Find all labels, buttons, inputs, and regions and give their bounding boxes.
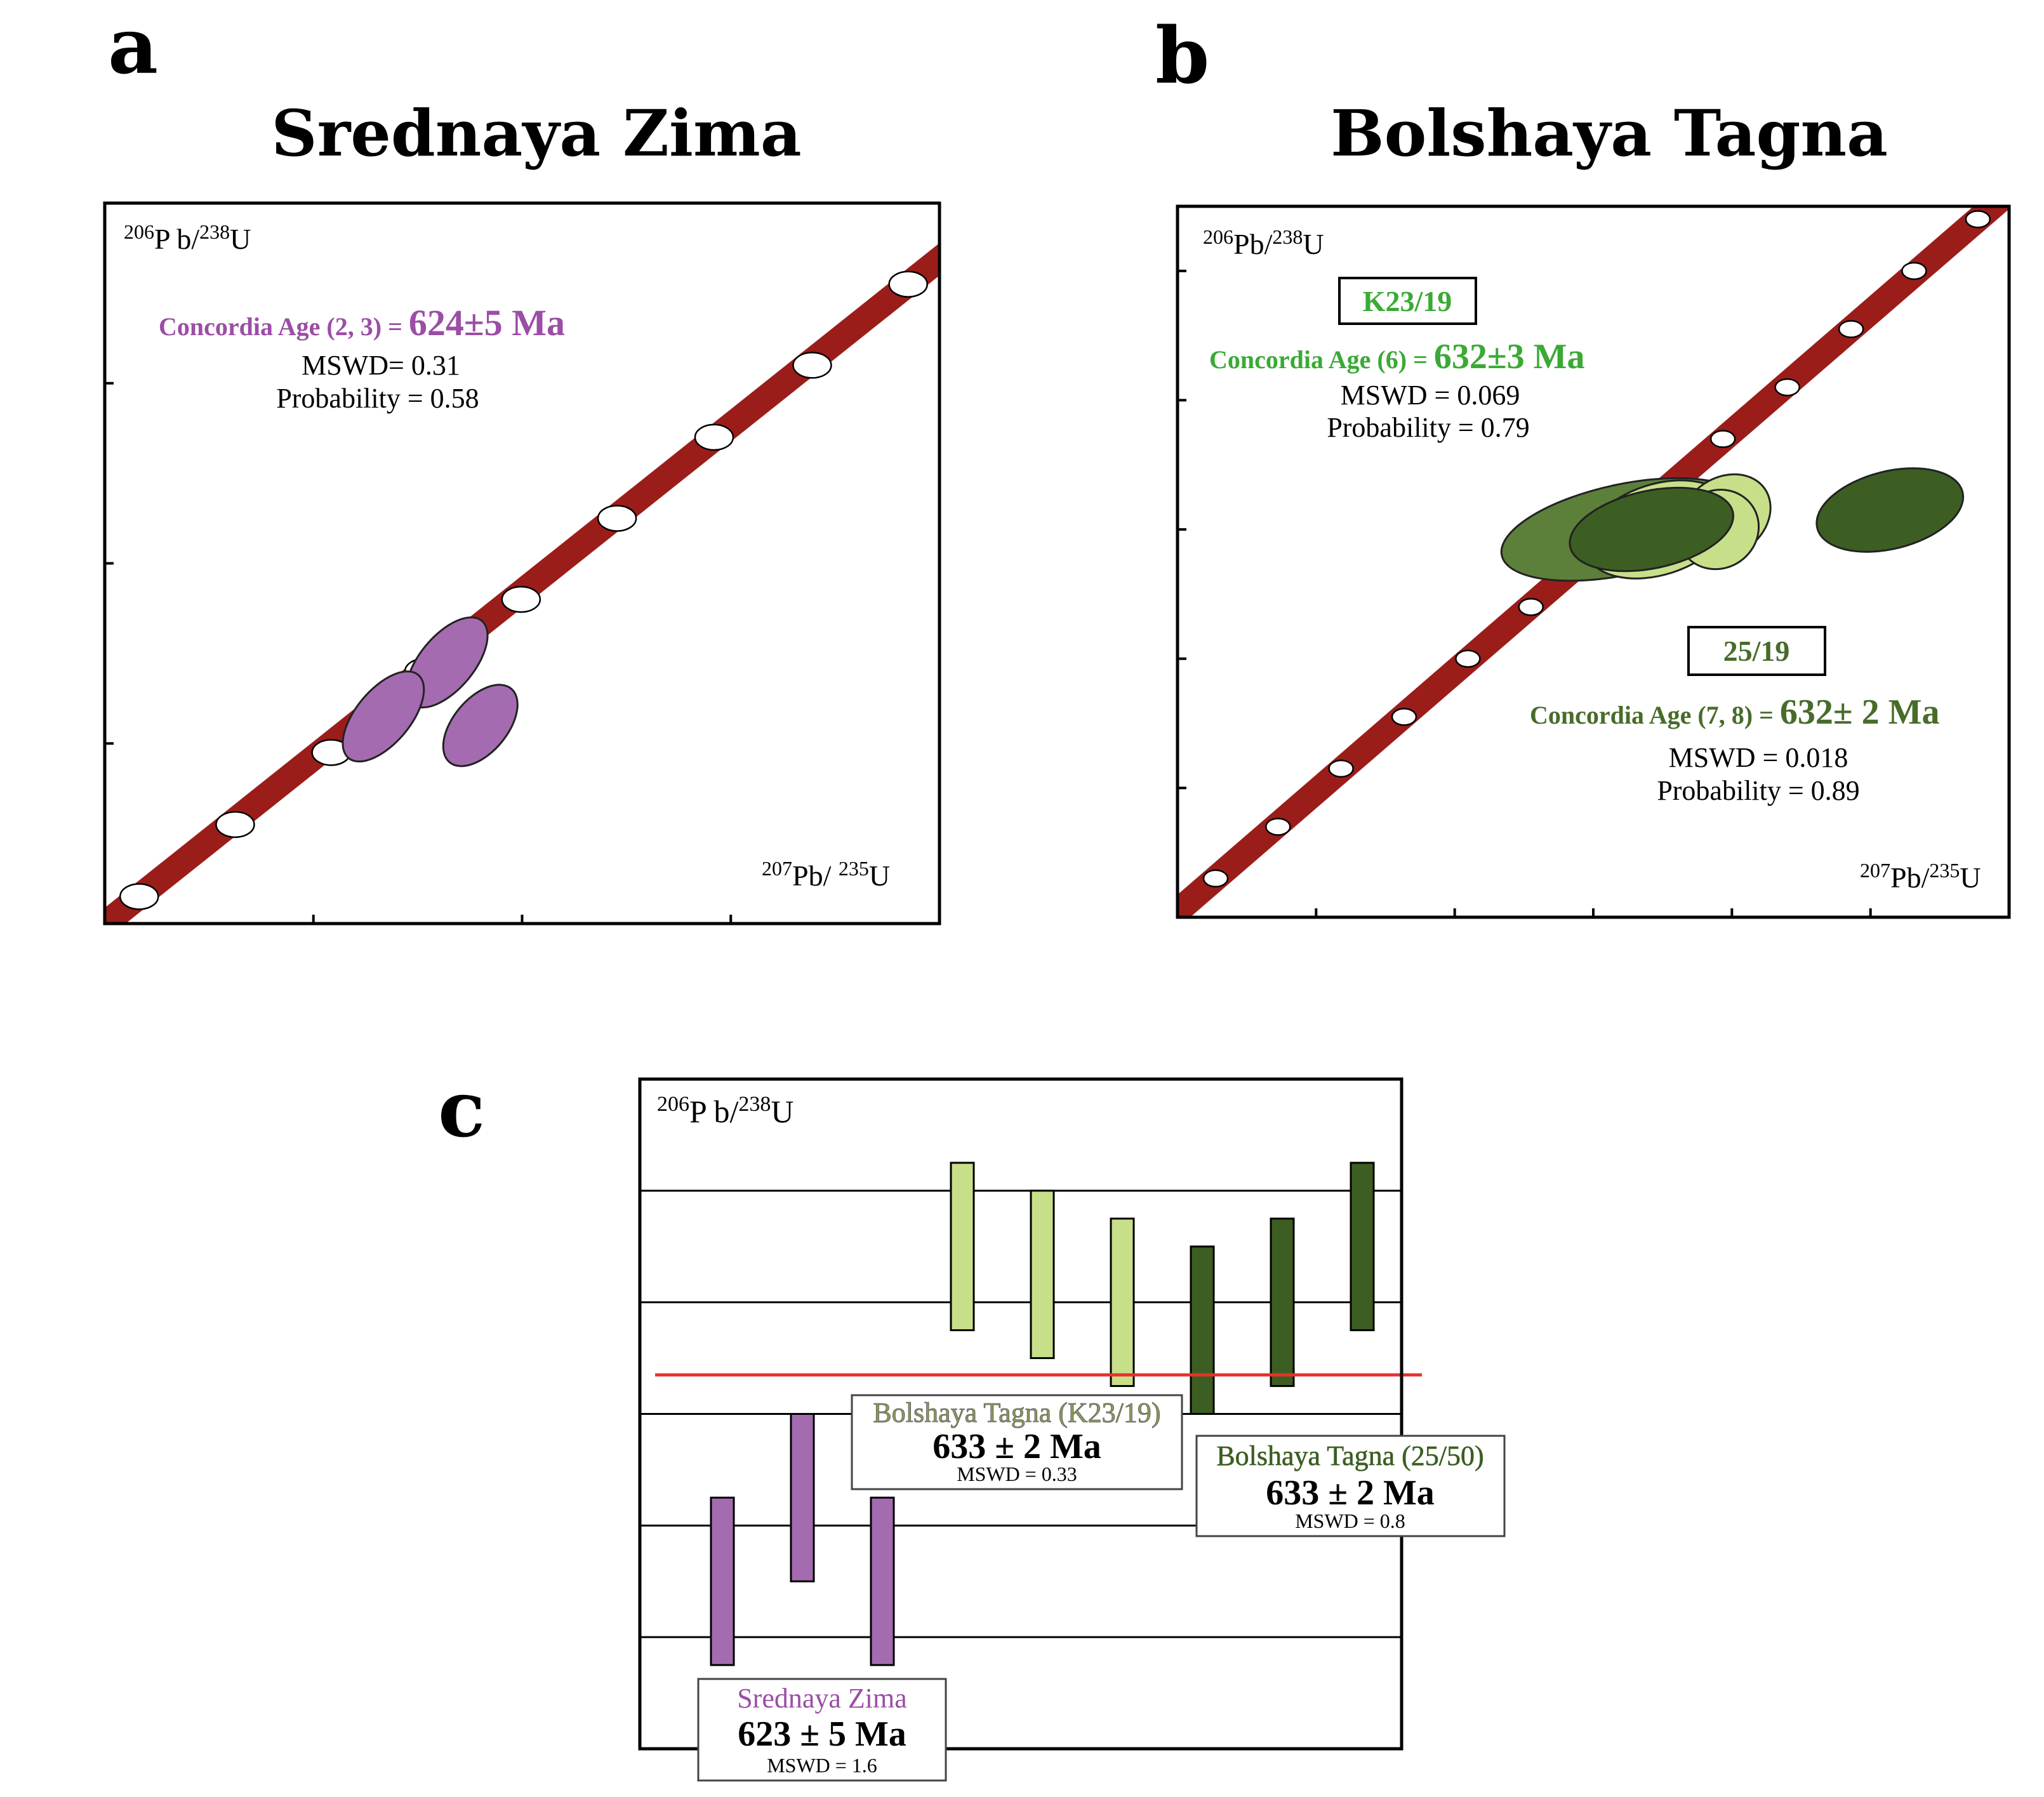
concordia-age-marker — [1455, 649, 1481, 668]
chart-b-probability-7-8: Probability = 0.89 — [1657, 775, 1859, 806]
chart-b-probability-6: Probability = 0.79 — [1327, 412, 1529, 443]
legend-srednaya-zima: Srednaya Zima 623 ± 5 Ma MSWD = 1.6 — [697, 1678, 947, 1782]
age-bar — [790, 1413, 815, 1582]
chart-c: 206P b/238U Srednaya Zima 623 ± 5 Ma MSW… — [638, 1077, 1506, 1782]
concordia-age-marker — [1901, 262, 1927, 281]
chart-b-mswd-6: MSWD = 0.069 — [1341, 380, 1520, 411]
concordia-age-marker — [1391, 708, 1417, 726]
legend-srednaya-zima-age: 623 ± 5 Ma — [738, 1714, 906, 1754]
chart-c-frame — [638, 1077, 1404, 1751]
age-bar — [710, 1496, 735, 1666]
chart-a-title: Srednaya Zima — [271, 96, 801, 171]
legend-tagna-k23-mswd: MSWD = 0.33 — [957, 1462, 1077, 1485]
age-bar — [870, 1496, 895, 1666]
sample-box-25-label: 25/19 — [1723, 635, 1790, 667]
chart-b-title: Bolshaya Tagna — [1331, 96, 1888, 171]
legend-srednaya-zima-mswd: MSWD = 1.6 — [767, 1754, 877, 1777]
error-ellipse — [442, 684, 519, 767]
legend-tagna-25-mswd: MSWD = 0.8 — [1295, 1509, 1405, 1532]
chart-b: 206Pb/238U 207Pb/235U K23/19 25/19 Conco… — [1176, 204, 2011, 919]
legend-tagna-25: Bolshaya Tagna (25/50) 633 ± 2 Ma MSWD =… — [1195, 1435, 1506, 1537]
age-bar — [1110, 1217, 1135, 1388]
error-ellipse — [342, 670, 425, 763]
chart-b-ylabel: 206Pb/238U — [1203, 225, 1324, 260]
age-bar — [1030, 1190, 1055, 1360]
concordia-age-marker — [694, 423, 734, 451]
concordia-age-marker — [792, 352, 832, 379]
panel-label-a: a — [108, 0, 158, 91]
chart-b-xlabel: 207Pb/235U — [1860, 859, 1981, 894]
age-bar — [1270, 1217, 1295, 1388]
concordia-age-marker — [597, 505, 637, 532]
legend-tagna-25-age: 633 ± 2 Ma — [1266, 1473, 1435, 1513]
chart-c-ylabel: 206P b/238U — [657, 1092, 793, 1129]
chart-b-sample-box-k23: K23/19 — [1338, 277, 1477, 325]
legend-tagna-25-name: Bolshaya Tagna (25/50) — [1216, 1440, 1483, 1471]
concordia-age-marker — [1518, 598, 1544, 616]
concordia-age-marker — [1265, 818, 1291, 836]
concordia-age-marker — [501, 586, 541, 613]
chart-b-concordia-age-7-8: Concordia Age (7, 8) = 632± 2 Ma — [1530, 693, 1939, 732]
chart-b-concordia-age-6: Concordia Age (6) = 632±3 Ma — [1209, 337, 1584, 376]
age-bar — [1350, 1162, 1375, 1332]
chart-b-sample-box-25: 25/19 — [1687, 626, 1826, 676]
legend-tagna-k23: Bolshaya Tagna (K23/19) 633 ± 2 Ma MSWD … — [851, 1394, 1183, 1490]
concordia-age-marker — [888, 270, 928, 298]
age-bar — [950, 1162, 975, 1332]
concordia-age-marker — [1965, 210, 1991, 229]
chart-a-mswd: MSWD= 0.31 — [302, 350, 460, 381]
panel-label-b: b — [1155, 10, 1209, 101]
chart-b-mswd-7-8: MSWD = 0.018 — [1669, 742, 1848, 773]
concordia-age-marker — [1774, 378, 1800, 397]
chart-a: 206P b/238U 207Pb/ 235U Concordia Age (2… — [103, 201, 941, 925]
legend-tagna-k23-name: Bolshaya Tagna (K23/19) — [873, 1397, 1160, 1428]
age-bar — [1190, 1245, 1215, 1415]
concordia-age-marker — [1328, 759, 1354, 778]
concordia-age-marker — [215, 811, 255, 839]
legend-srednaya-zima-name: Srednaya Zima — [737, 1683, 907, 1714]
concordia-age-marker — [1202, 869, 1229, 888]
concordia-age-marker — [1838, 320, 1864, 338]
chart-a-probability: Probability = 0.58 — [276, 383, 479, 414]
concordia-age-marker — [1709, 430, 1736, 448]
chart-a-xlabel: 207Pb/ 235U — [762, 857, 890, 892]
chart-a-concordia-age: Concordia Age (2, 3) = 624±5 Ma — [159, 302, 565, 343]
error-ellipse — [1815, 467, 1965, 553]
legend-tagna-k23-age: 633 ± 2 Ma — [932, 1427, 1101, 1466]
concordia-age-marker — [119, 883, 159, 910]
error-ellipse — [1569, 486, 1734, 573]
chart-a-ylabel: 206P b/238U — [124, 220, 251, 255]
sample-box-k23-label: K23/19 — [1363, 285, 1452, 317]
panel-label-c: c — [438, 1063, 485, 1155]
